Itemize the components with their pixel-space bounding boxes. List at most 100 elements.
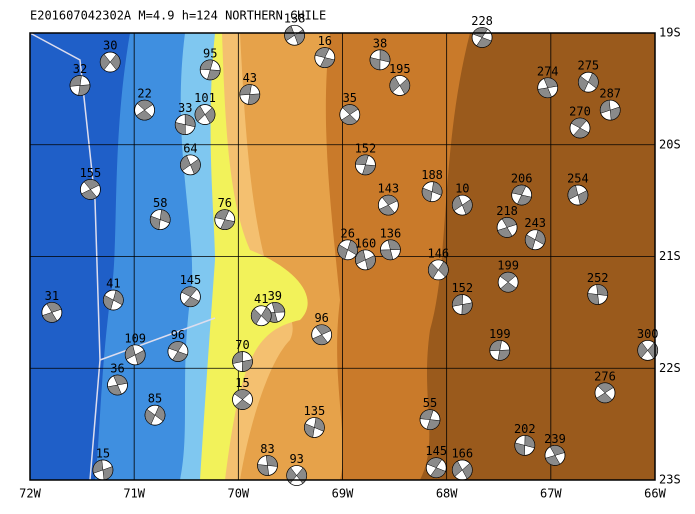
focal-mechanism: 55 [419,396,441,431]
compression-quadrant [168,341,188,362]
depth-label: 252 [587,271,609,285]
depth-label: 254 [567,172,589,186]
focal-mechanism: 145 [425,444,447,479]
focal-mechanism: 36 [107,362,128,396]
depth-label: 96 [171,328,185,342]
focal-mechanism: 41 [102,277,124,311]
focal-mechanism: 155 [80,166,102,200]
compression-quadrant [181,286,200,307]
focal-mechanism: 58 [149,196,171,231]
focal-mechanism: 96 [311,311,333,346]
compression-quadrant [389,76,411,95]
focal-mechanism: 287 [599,87,621,121]
focal-mechanism: 101 [194,91,216,125]
depth-label: 16 [318,34,332,48]
compression-quadrant [497,217,517,238]
compression-quadrant [107,374,128,396]
compression-quadrant [312,324,332,345]
focal-mechanism: 160 [355,236,377,271]
focal-mechanism: 22 [134,87,155,121]
compression-quadrant [135,99,154,121]
depth-label: 22 [137,87,151,101]
depth-label: 136 [380,226,402,240]
compression-quadrant [567,185,589,206]
trench-line [29,32,216,481]
compression-quadrant [369,49,391,71]
focal-mechanism: 70 [232,338,253,372]
compression-quadrant [174,114,196,135]
focal-mechanism: 96 [167,328,189,362]
depth-label: 218 [496,204,518,218]
focal-mechanism: 38 [369,36,391,71]
depth-label: 43 [243,71,257,85]
focal-mechanism: 16 [314,34,336,68]
depth-label: 41 [254,292,268,306]
focal-mechanism: 145 [180,273,201,308]
focal-mechanism: 274 [537,64,559,99]
depth-label: 31 [45,289,59,303]
focal-mechanism: 275 [577,59,599,93]
focal-mechanism: 166 [451,446,473,481]
compression-quadrant [180,155,201,175]
depth-label: 206 [511,172,533,186]
compression-quadrant [199,59,221,81]
compression-quadrant [489,340,511,361]
focal-mechanism: 202 [514,422,536,456]
compression-quadrant [124,344,146,365]
focal-mechanism: 138 [284,12,305,46]
focal-mechanism: 206 [511,172,533,206]
depth-label: 36 [110,362,124,376]
depth-label: 101 [194,91,216,105]
depth-label: 146 [427,246,449,260]
focal-mechanism: 30 [99,39,121,73]
depth-label: 26 [340,226,354,240]
depth-label: 155 [80,166,102,180]
depth-label: 55 [423,396,437,410]
focal-mechanism: 188 [421,168,443,203]
focal-mechanism: 15 [232,376,253,410]
compression-quadrant [596,382,614,404]
x-tick-label: 66W [644,487,666,501]
depth-label: 276 [594,369,616,383]
compression-quadrant [234,389,251,410]
compression-quadrant [251,306,272,325]
focal-mechanism: 300 [637,327,659,361]
depth-label: 300 [637,327,659,341]
compression-quadrant [419,409,441,430]
compression-quadrant [578,72,599,92]
focal-mechanism: 135 [304,404,326,438]
focal-mechanism: 35 [339,91,361,125]
focal-mechanism: 41 [250,292,272,327]
focal-mechanism: 270 [569,104,591,139]
depth-label: 166 [451,446,473,460]
depth-label: 96 [314,311,328,325]
depth-label: 274 [537,64,559,78]
compression-quadrant [428,261,449,279]
depth-label: 145 [425,444,447,458]
compression-quadrant [514,435,536,456]
depth-label: 135 [304,404,326,418]
compression-quadrant [426,457,446,478]
depth-label: 109 [124,331,146,345]
depth-label: 160 [355,236,377,250]
focal-mechanism: 243 [524,216,546,251]
focal-mechanism: 85 [144,392,166,426]
compression-quadrant [378,194,398,216]
compression-quadrant [545,445,565,466]
y-tick-label: 20S [659,137,681,151]
compression-quadrant [452,460,473,480]
compression-quadrant [194,105,216,124]
compression-quadrant [314,47,335,68]
depth-label: 58 [153,196,167,210]
compression-quadrant [380,239,401,261]
compression-quadrant [284,25,305,45]
focal-mechanism: 199 [497,259,519,293]
focal-mechanism: 26 [337,226,359,261]
compression-quadrant [144,405,166,425]
focal-mechanism: 276 [594,369,616,404]
x-tick-label: 67W [540,487,562,501]
compression-quadrant [42,302,62,323]
depth-label: 15 [235,376,249,390]
